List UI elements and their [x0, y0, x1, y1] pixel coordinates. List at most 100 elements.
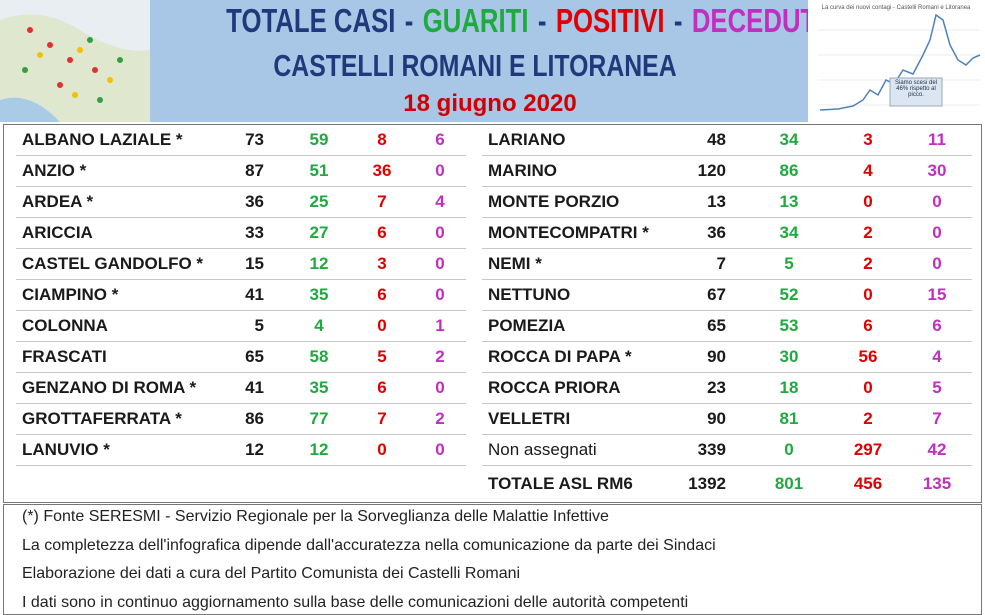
count: 7	[377, 409, 387, 428]
municipality: NEMI *	[488, 254, 542, 273]
count: 0	[435, 223, 445, 242]
count: 339	[697, 440, 726, 459]
row-separator	[16, 279, 466, 280]
count: 0	[435, 378, 445, 397]
row-separator	[482, 217, 972, 218]
count: 33	[245, 223, 264, 242]
count: 51	[309, 161, 329, 180]
count: 5	[784, 254, 794, 273]
count: 7	[377, 192, 387, 211]
row-separator	[482, 310, 972, 311]
municipality: CIAMPINO *	[22, 285, 119, 304]
title-part: -	[673, 2, 683, 39]
row-separator	[16, 217, 466, 218]
count: 0	[932, 223, 942, 242]
count: 41	[245, 285, 264, 304]
count: 13	[707, 192, 726, 211]
footer-line: (*) Fonte SERESMI - Servizio Regionale p…	[22, 508, 609, 525]
count: 36	[707, 223, 726, 242]
count: 18	[779, 378, 799, 397]
count: 0	[863, 378, 873, 397]
row-separator	[482, 434, 972, 435]
count: 59	[309, 130, 329, 149]
title-part: -	[404, 2, 414, 39]
count: 8	[377, 130, 387, 149]
thumbnail-note: Siamo scesi del 46% rispetto al picco.	[894, 80, 938, 98]
count: 0	[435, 440, 445, 459]
count: 90	[707, 347, 726, 366]
count: 86	[779, 161, 799, 180]
count: 0	[377, 316, 387, 335]
count: 35	[309, 378, 329, 397]
total-count: 135	[922, 474, 952, 493]
municipality: ROCCA DI PAPA *	[488, 347, 632, 366]
count: 30	[927, 161, 947, 180]
count: 23	[707, 378, 726, 397]
count: 5	[377, 347, 387, 366]
footer: (*) Fonte SERESMI - Servizio Regionale p…	[3, 504, 982, 615]
count: 30	[779, 347, 799, 366]
count: 52	[779, 285, 799, 304]
row-separator	[482, 186, 972, 187]
count: 15	[927, 285, 947, 304]
count: 4	[314, 316, 324, 335]
row-separator	[16, 465, 466, 466]
count: 2	[863, 223, 873, 242]
count: 35	[309, 285, 329, 304]
count: 2	[863, 409, 873, 428]
title: TOTALE CASI - GUARITI - POSITIVI - DECEDUTI	[222, 2, 823, 40]
count: 11	[928, 130, 946, 149]
count: 0	[377, 440, 387, 459]
table: ALBANO LAZIALE * 73 59 8 6 ANZIO * 87 51 36 0 ARDE…	[3, 124, 982, 503]
total-label: TOTALE ASL RM6	[488, 474, 633, 493]
count: 4	[435, 192, 445, 211]
count: 3	[377, 254, 387, 273]
row-separator	[482, 465, 972, 466]
row-separator	[482, 155, 972, 156]
count: 4	[863, 161, 873, 180]
count: 77	[309, 409, 329, 428]
count: 0	[435, 285, 445, 304]
municipality: Non assegnati	[488, 440, 597, 459]
title-part: POSITIVI	[555, 2, 665, 39]
count: 12	[309, 254, 329, 273]
title-part: -	[537, 2, 547, 39]
municipality: CASTEL GANDOLFO *	[22, 254, 204, 273]
count: 15	[245, 254, 264, 273]
count: 0	[784, 440, 794, 459]
municipality: ANZIO *	[22, 161, 87, 180]
municipality: NETTUNO	[488, 285, 571, 304]
municipality: COLONNA	[22, 316, 108, 335]
count: 0	[932, 254, 942, 273]
count: 2	[863, 254, 873, 273]
count: 0	[932, 192, 942, 211]
count: 6	[377, 223, 387, 242]
row-separator	[16, 434, 466, 435]
count: 41	[245, 378, 264, 397]
municipality: ARDEA *	[22, 192, 94, 211]
row-separator	[482, 372, 972, 373]
count: 34	[779, 223, 799, 242]
municipality: LANUVIO *	[22, 440, 110, 459]
count: 297	[853, 440, 883, 459]
row-separator	[16, 248, 466, 249]
count: 120	[697, 161, 726, 180]
count: 12	[245, 440, 264, 459]
count: 4	[932, 347, 942, 366]
row-separator	[482, 279, 972, 280]
row-separator	[482, 403, 972, 404]
count: 2	[435, 409, 445, 428]
footer-line: Elaborazione dei dati a cura del Partito…	[22, 565, 521, 582]
municipality: ROCCA PRIORA	[488, 378, 621, 397]
count: 67	[707, 285, 726, 304]
count: 1	[435, 316, 445, 335]
map-image	[0, 0, 150, 122]
municipality: LARIANO	[488, 130, 566, 149]
municipality: GENZANO DI ROMA *	[22, 378, 197, 397]
row-separator	[16, 186, 466, 187]
count: 65	[707, 316, 726, 335]
total-count: 456	[853, 474, 883, 493]
count: 6	[932, 316, 942, 335]
row-separator	[16, 310, 466, 311]
